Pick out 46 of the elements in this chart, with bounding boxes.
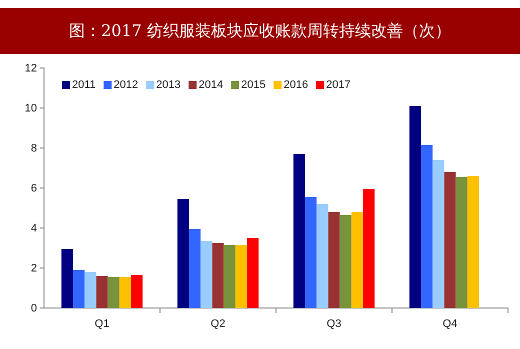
bar	[119, 277, 131, 308]
bar	[432, 160, 444, 308]
bar	[456, 177, 468, 308]
legend-label: 2011	[72, 78, 96, 91]
bar	[328, 212, 340, 308]
bar	[351, 212, 363, 308]
y-tick-label: 12	[24, 62, 37, 75]
y-tick-label: 10	[24, 102, 37, 115]
legend-label: 2016	[284, 78, 308, 91]
legend-label: 2015	[241, 78, 266, 91]
bar	[235, 245, 247, 308]
bar	[467, 176, 479, 308]
y-tick-label: 2	[30, 262, 37, 275]
bar	[61, 249, 73, 308]
legend-label: 2014	[198, 78, 224, 91]
legend-label: 2012	[114, 78, 138, 91]
bar	[293, 154, 305, 308]
x-tick-label: Q2	[210, 318, 226, 330]
legend-label: 2013	[156, 78, 181, 91]
bar	[224, 245, 236, 308]
bar	[96, 276, 108, 308]
bar	[340, 215, 352, 308]
y-tick-label: 8	[30, 142, 37, 155]
y-tick-label: 6	[30, 182, 37, 195]
x-tick-label: Q1	[94, 318, 110, 330]
bar	[421, 145, 433, 308]
bar	[363, 189, 375, 308]
y-tick-label: 0	[30, 302, 37, 315]
bar	[177, 199, 189, 308]
bar	[73, 270, 85, 308]
bar	[409, 106, 421, 308]
bar	[108, 277, 120, 308]
bar	[131, 275, 143, 308]
bar	[189, 229, 201, 308]
bar	[305, 197, 317, 308]
y-tick-label: 4	[30, 222, 37, 235]
bar	[212, 243, 224, 308]
bar	[200, 241, 212, 308]
bar	[247, 238, 259, 308]
bar	[316, 204, 328, 308]
bar	[84, 272, 96, 308]
chart-title: 图：2017 纺织服装板块应收账款周转持续改善（次）	[69, 21, 451, 40]
x-tick-label: Q3	[326, 318, 342, 330]
x-tick-label: Q4	[442, 318, 458, 330]
bar	[444, 172, 456, 308]
legend-label: 2017	[326, 78, 351, 91]
